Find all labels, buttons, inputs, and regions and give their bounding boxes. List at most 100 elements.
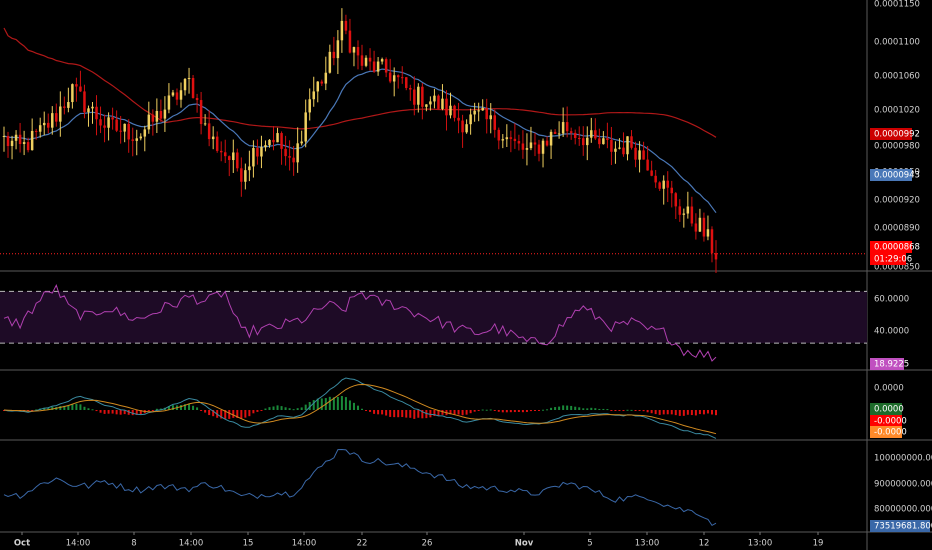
candle-body[interactable]	[384, 59, 388, 73]
candle-body[interactable]	[356, 47, 360, 56]
candle-body[interactable]	[646, 159, 649, 171]
candle-body[interactable]	[594, 130, 597, 139]
candle-body[interactable]	[433, 95, 436, 102]
candle-body[interactable]	[328, 51, 332, 73]
candle-body[interactable]	[421, 86, 424, 107]
candle-body[interactable]	[211, 136, 215, 140]
candle-body[interactable]	[642, 150, 645, 160]
candle-body[interactable]	[686, 206, 690, 214]
candle-body[interactable]	[63, 106, 66, 108]
candle-body[interactable]	[505, 137, 509, 140]
candle-body[interactable]	[457, 117, 460, 121]
candle-body[interactable]	[429, 101, 432, 105]
candle-body[interactable]	[702, 217, 706, 237]
candle-body[interactable]	[111, 117, 114, 120]
candle-body[interactable]	[694, 223, 698, 232]
candle-body[interactable]	[236, 152, 239, 169]
candle-body[interactable]	[610, 139, 613, 152]
candle-body[interactable]	[272, 139, 275, 143]
candle-body[interactable]	[650, 170, 653, 176]
candle-body[interactable]	[666, 180, 669, 188]
candle-body[interactable]	[461, 120, 464, 133]
candle-body[interactable]	[276, 133, 279, 143]
candle-body[interactable]	[658, 182, 661, 189]
candle-body[interactable]	[437, 95, 440, 109]
candle-body[interactable]	[264, 145, 267, 148]
candle-body[interactable]	[103, 125, 106, 128]
candle-body[interactable]	[203, 123, 207, 125]
candle-body[interactable]	[626, 136, 629, 155]
candle-body[interactable]	[67, 102, 70, 108]
candle-body[interactable]	[75, 84, 78, 87]
candle-body[interactable]	[517, 141, 521, 144]
candle-body[interactable]	[139, 136, 143, 139]
candle-body[interactable]	[638, 150, 641, 160]
candle-body[interactable]	[441, 98, 444, 109]
macd-panel[interactable]	[3, 377, 717, 439]
candle-body[interactable]	[634, 147, 637, 160]
candle-body[interactable]	[55, 113, 58, 122]
candle-body[interactable]	[59, 106, 62, 122]
candle-body[interactable]	[372, 61, 376, 72]
candle-body[interactable]	[521, 143, 525, 150]
candle-body[interactable]	[340, 20, 344, 41]
candle-body[interactable]	[219, 150, 223, 153]
candle-body[interactable]	[244, 170, 247, 182]
candle-body[interactable]	[485, 107, 488, 120]
candle-body[interactable]	[706, 229, 710, 237]
candle-body[interactable]	[324, 72, 328, 84]
candle-body[interactable]	[569, 131, 573, 133]
candle-body[interactable]	[493, 115, 497, 130]
candle-body[interactable]	[284, 148, 287, 157]
candle-body[interactable]	[489, 115, 492, 120]
candle-body[interactable]	[191, 78, 195, 98]
candle-body[interactable]	[199, 100, 203, 125]
candle-body[interactable]	[618, 147, 621, 149]
candle-body[interactable]	[87, 108, 90, 113]
candle-body[interactable]	[477, 110, 480, 112]
candle-body[interactable]	[26, 142, 30, 151]
rsi-panel[interactable]	[0, 284, 867, 362]
candle-body[interactable]	[662, 180, 665, 189]
candle-body[interactable]	[417, 86, 420, 105]
candle-body[interactable]	[360, 55, 364, 66]
candle-body[interactable]	[143, 129, 147, 137]
candle-body[interactable]	[42, 122, 46, 126]
candle-body[interactable]	[690, 206, 694, 224]
candle-body[interactable]	[344, 20, 348, 31]
candle-body[interactable]	[348, 30, 352, 53]
candle-body[interactable]	[533, 142, 537, 145]
candle-body[interactable]	[405, 77, 408, 88]
candle-body[interactable]	[529, 142, 533, 149]
candle-body[interactable]	[364, 57, 368, 66]
candle-body[interactable]	[123, 123, 126, 132]
candle-body[interactable]	[223, 152, 227, 157]
candle-body[interactable]	[260, 147, 263, 157]
candle-body[interactable]	[280, 133, 283, 149]
candle-body[interactable]	[79, 86, 82, 92]
candle-body[interactable]	[392, 75, 396, 82]
candle-body[interactable]	[710, 229, 714, 254]
candle-body[interactable]	[541, 140, 545, 154]
candle-body[interactable]	[481, 107, 484, 111]
candle-body[interactable]	[622, 147, 625, 155]
candle-body[interactable]	[71, 84, 74, 103]
candle-body[interactable]	[501, 139, 505, 141]
candle-body[interactable]	[268, 139, 271, 146]
candle-body[interactable]	[22, 142, 26, 145]
candle-body[interactable]	[316, 81, 320, 92]
candle-body[interactable]	[256, 148, 259, 157]
candle-body[interactable]	[582, 138, 585, 146]
candle-body[interactable]	[207, 123, 211, 140]
candle-body[interactable]	[83, 91, 86, 113]
candle-body[interactable]	[606, 138, 609, 140]
candle-body[interactable]	[99, 119, 102, 126]
candle-body[interactable]	[565, 122, 569, 132]
candle-body[interactable]	[670, 187, 673, 194]
candle-body[interactable]	[409, 87, 412, 90]
candle-body[interactable]	[614, 148, 617, 152]
candle-body[interactable]	[30, 130, 34, 151]
candle-body[interactable]	[561, 122, 565, 134]
candle-body[interactable]	[537, 144, 541, 154]
